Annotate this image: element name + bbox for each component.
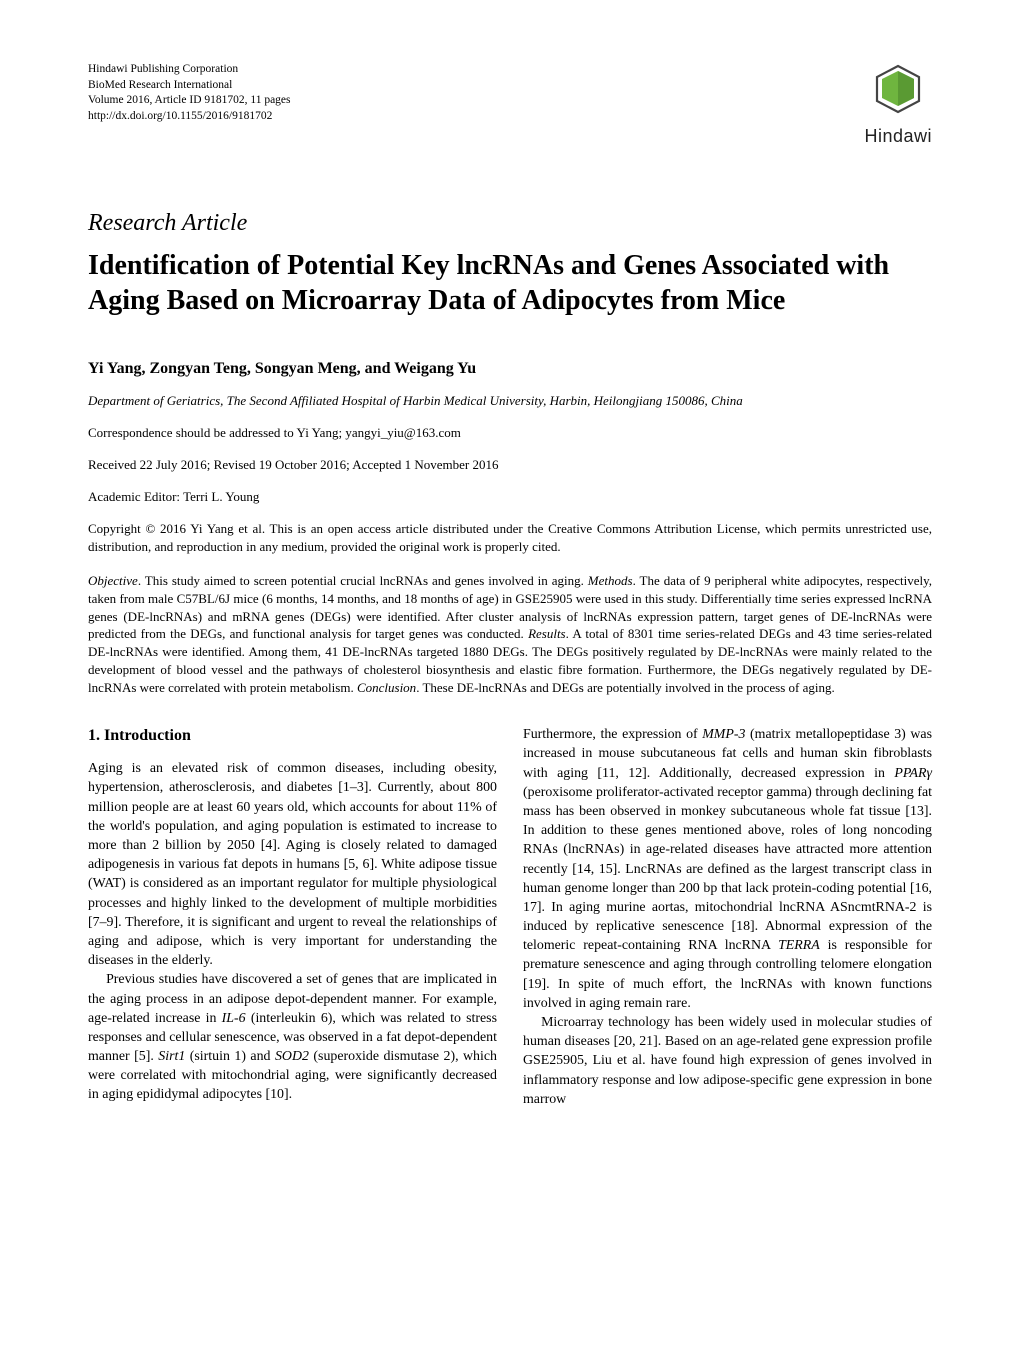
publisher-brand-text: Hindawi — [864, 124, 932, 149]
lncrna-terra: TERRA — [778, 938, 820, 953]
publisher-line: Hindawi Publishing Corporation — [88, 62, 291, 78]
copyright-notice: Copyright © 2016 Yi Yang et al. This is … — [88, 520, 932, 556]
text-run: (sirtuin 1) and — [185, 1049, 275, 1064]
hindawi-logo-icon — [865, 62, 931, 120]
abstract-objective: . This study aimed to screen potential c… — [138, 573, 588, 588]
abstract-methods-label: Methods — [588, 573, 633, 588]
intro-paragraph-4: Microarray technology has been widely us… — [523, 1013, 932, 1109]
authors: Yi Yang, Zongyan Teng, Songyan Meng, and… — [88, 358, 932, 380]
gene-il6: IL-6 — [222, 1011, 246, 1026]
volume-article-id: Volume 2016, Article ID 9181702, 11 page… — [88, 93, 291, 109]
text-run: (peroxisome proliferator-activated recep… — [523, 785, 932, 954]
doi-url: http://dx.doi.org/10.1155/2016/9181702 — [88, 109, 291, 125]
intro-paragraph-1: Aging is an elevated risk of common dise… — [88, 759, 497, 970]
academic-editor: Academic Editor: Terri L. Young — [88, 488, 932, 506]
text-run: Furthermore, the expression of — [523, 727, 702, 742]
header-row: Hindawi Publishing Corporation BioMed Re… — [88, 62, 932, 149]
abstract-results-label: Results — [528, 626, 566, 641]
gene-sirt1: Sirt1 — [158, 1049, 185, 1064]
journal-name: BioMed Research International — [88, 78, 291, 94]
article-dates: Received 22 July 2016; Revised 19 Octobe… — [88, 456, 932, 474]
gene-pparg: PPARγ — [894, 766, 932, 781]
article-title: Identification of Potential Key lncRNAs … — [88, 248, 932, 318]
left-column: 1. Introduction Aging is an elevated ris… — [88, 725, 497, 1109]
publisher-info: Hindawi Publishing Corporation BioMed Re… — [88, 62, 291, 124]
body-columns: 1. Introduction Aging is an elevated ris… — [88, 725, 932, 1109]
article-type: Research Article — [88, 207, 932, 240]
gene-mmp3: MMP-3 — [702, 727, 745, 742]
affiliation: Department of Geriatrics, The Second Aff… — [88, 392, 932, 410]
correspondence: Correspondence should be addressed to Yi… — [88, 424, 932, 442]
section-heading-introduction: 1. Introduction — [88, 725, 497, 747]
abstract-conclusion-label: Conclusion — [357, 680, 416, 695]
gene-sod2: SOD2 — [275, 1049, 309, 1064]
right-column: Furthermore, the expression of MMP-3 (ma… — [523, 725, 932, 1109]
abstract-objective-label: Objective — [88, 573, 138, 588]
intro-paragraph-3: Furthermore, the expression of MMP-3 (ma… — [523, 725, 932, 1013]
abstract-conclusion: . These DE-lncRNAs and DEGs are potentia… — [416, 680, 835, 695]
publisher-logo: Hindawi — [864, 62, 932, 149]
abstract: Objective. This study aimed to screen po… — [88, 572, 932, 698]
intro-paragraph-2: Previous studies have discovered a set o… — [88, 970, 497, 1104]
